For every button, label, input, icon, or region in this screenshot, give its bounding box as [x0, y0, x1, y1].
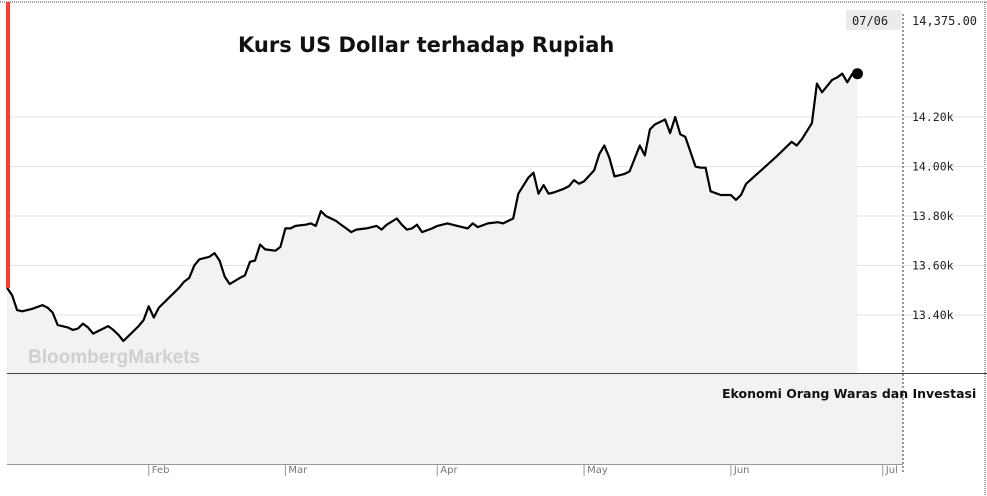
lower-panel-bg	[7, 374, 903, 464]
x-tick-label: Feb	[152, 465, 170, 476]
y-axis-ticks: 14.20k 14.00k 13.80k 13.60k 13.40k	[912, 110, 954, 322]
series-area	[7, 73, 858, 373]
x-tick-label: Jul	[885, 465, 898, 476]
watermark: BloombergMarkets	[28, 347, 200, 368]
date-readout: 07/06	[852, 14, 888, 28]
value-readout: 14,375.00	[912, 14, 977, 28]
series-line	[6, 72, 858, 343]
chart-title: Kurs US Dollar terhadap Rupiah	[238, 33, 614, 57]
y-tick-label: 13.40k	[912, 308, 954, 322]
y-tick-label: 13.60k	[912, 259, 954, 273]
y-tick-label: 14.20k	[912, 110, 954, 124]
date-readout-box	[846, 10, 901, 30]
x-tick-label: May	[587, 465, 608, 476]
footer-note: Ekonomi Orang Waras dan Investasi	[722, 386, 976, 401]
y-tick-label: 14.00k	[912, 160, 954, 174]
y-tick-label: 13.80k	[912, 209, 954, 223]
last-value-dot[interactable]	[851, 68, 863, 80]
x-tick-label: Jun	[733, 465, 750, 476]
x-axis-ticks: Feb Mar Apr May Jun Jul	[148, 464, 898, 476]
left-accent-bar	[6, 2, 10, 288]
x-tick-label: Mar	[288, 465, 308, 476]
x-tick-label: Apr	[440, 465, 458, 476]
